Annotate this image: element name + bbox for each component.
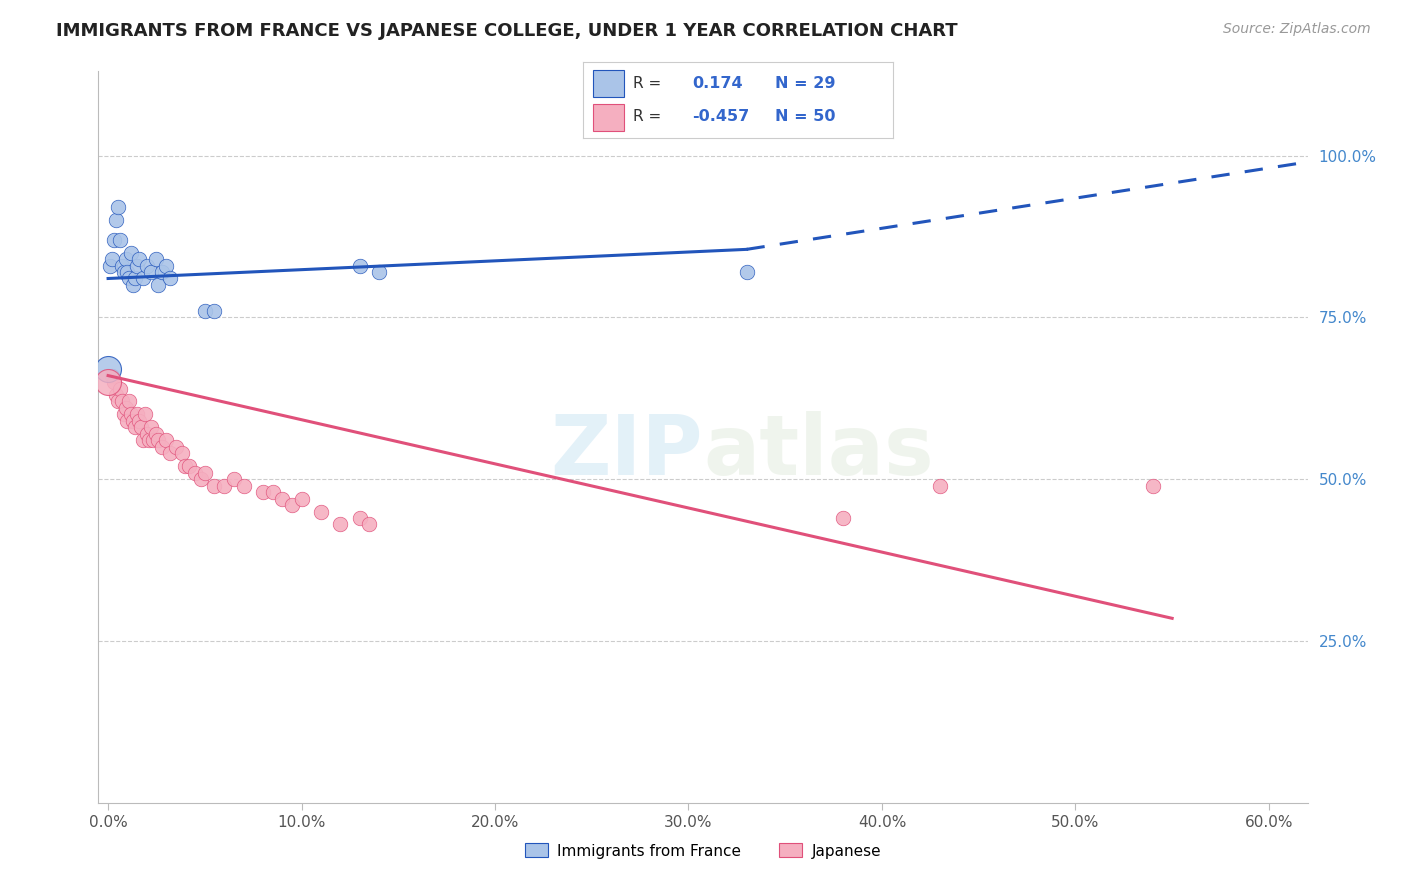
Point xyxy=(124,420,146,434)
Text: -0.457: -0.457 xyxy=(692,109,749,124)
Point xyxy=(112,408,135,422)
Point xyxy=(128,252,150,266)
Point xyxy=(222,472,245,486)
Point xyxy=(103,233,125,247)
Point xyxy=(122,277,145,292)
Point xyxy=(165,440,187,454)
Point xyxy=(735,265,758,279)
Point xyxy=(290,491,312,506)
Point xyxy=(349,259,371,273)
Point xyxy=(271,491,294,506)
Text: atlas: atlas xyxy=(703,411,934,492)
Point xyxy=(118,271,141,285)
Point xyxy=(159,271,181,285)
Point xyxy=(111,259,134,273)
Point xyxy=(1142,478,1164,492)
Point xyxy=(329,517,352,532)
Point xyxy=(127,259,149,273)
Point xyxy=(142,434,165,448)
Text: ZIP: ZIP xyxy=(551,411,703,492)
Text: N = 29: N = 29 xyxy=(775,76,835,91)
Point xyxy=(150,440,173,454)
Point xyxy=(111,394,134,409)
Point xyxy=(232,478,254,492)
Point xyxy=(101,368,124,383)
Point xyxy=(159,446,181,460)
Point xyxy=(128,414,150,428)
Point xyxy=(212,478,235,492)
Point xyxy=(359,517,381,532)
Point xyxy=(194,466,217,480)
Point xyxy=(262,485,284,500)
Legend: Immigrants from France, Japanese: Immigrants from France, Japanese xyxy=(519,838,887,864)
Point xyxy=(112,265,135,279)
Point xyxy=(134,408,156,422)
Point xyxy=(309,504,332,518)
Point xyxy=(148,277,170,292)
Point xyxy=(132,434,155,448)
Text: R =: R = xyxy=(633,76,661,91)
Point xyxy=(135,426,157,441)
Point xyxy=(97,362,120,376)
Text: R =: R = xyxy=(633,109,661,124)
Point xyxy=(252,485,274,500)
Point xyxy=(139,420,162,434)
Point xyxy=(190,472,212,486)
Point xyxy=(174,459,197,474)
Point xyxy=(155,259,177,273)
Point xyxy=(194,303,217,318)
Point xyxy=(170,446,193,460)
Point xyxy=(108,382,131,396)
Point xyxy=(129,420,152,434)
Point xyxy=(118,394,141,409)
Point xyxy=(117,265,139,279)
Point xyxy=(150,265,173,279)
Point xyxy=(107,200,129,214)
Point xyxy=(122,414,145,428)
Point xyxy=(204,478,226,492)
Point xyxy=(148,434,170,448)
Point xyxy=(103,375,125,389)
Bar xyxy=(593,104,624,130)
Point xyxy=(832,511,855,525)
Point xyxy=(145,252,167,266)
Point xyxy=(145,426,167,441)
Text: IMMIGRANTS FROM FRANCE VS JAPANESE COLLEGE, UNDER 1 YEAR CORRELATION CHART: IMMIGRANTS FROM FRANCE VS JAPANESE COLLE… xyxy=(56,22,957,40)
Point xyxy=(98,259,121,273)
Point xyxy=(107,394,129,409)
Point xyxy=(184,466,207,480)
Point xyxy=(349,511,371,525)
Point xyxy=(117,414,139,428)
Point xyxy=(204,303,226,318)
Point xyxy=(929,478,952,492)
Point xyxy=(179,459,201,474)
Point xyxy=(138,434,160,448)
Text: Source: ZipAtlas.com: Source: ZipAtlas.com xyxy=(1223,22,1371,37)
Point xyxy=(108,233,131,247)
Point xyxy=(135,259,157,273)
Point xyxy=(124,271,146,285)
Point xyxy=(120,245,142,260)
Text: 0.174: 0.174 xyxy=(692,76,742,91)
Point xyxy=(114,401,136,415)
Text: N = 50: N = 50 xyxy=(775,109,835,124)
Point xyxy=(104,213,127,227)
Point xyxy=(368,265,391,279)
Point xyxy=(127,408,149,422)
Point xyxy=(155,434,177,448)
Point xyxy=(132,271,155,285)
Point xyxy=(97,375,120,389)
Point xyxy=(114,252,136,266)
Point xyxy=(281,498,304,512)
Point xyxy=(101,252,124,266)
Bar xyxy=(593,70,624,96)
Point xyxy=(139,265,162,279)
Point xyxy=(104,388,127,402)
Point xyxy=(120,408,142,422)
